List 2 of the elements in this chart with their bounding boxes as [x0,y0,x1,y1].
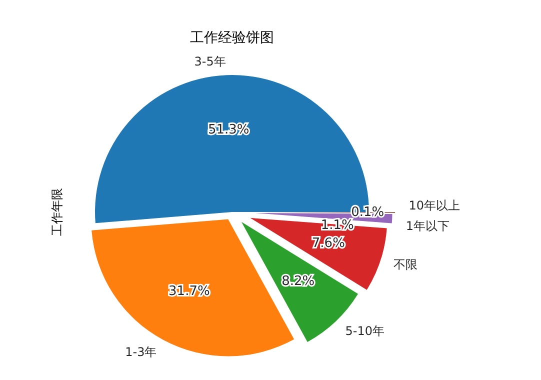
title: 工作经验饼图 [190,30,274,46]
ylabel: 工作年限 [50,188,64,236]
